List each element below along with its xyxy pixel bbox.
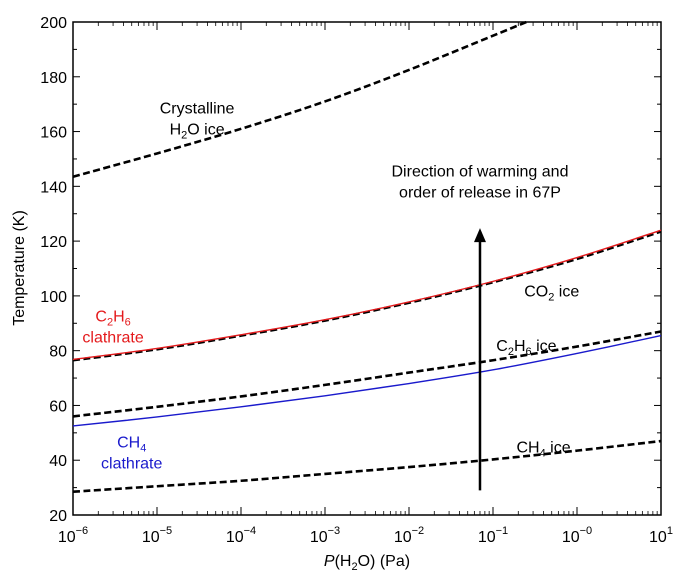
y-tick-label: 100 bbox=[40, 289, 67, 306]
label-ch4-ice-line-1: CH4 ice bbox=[517, 440, 571, 460]
x-axis-label: P(H2O) (Pa) bbox=[324, 553, 410, 573]
x-tick-label: 10−0 bbox=[562, 525, 592, 546]
label-h2o-ice-text: Crystalline bbox=[160, 100, 235, 117]
label-c2h6-ice-pre: C bbox=[496, 338, 508, 355]
x-tick-base: 10 bbox=[226, 529, 244, 546]
label-ch4-clathrate-pre: CH bbox=[117, 435, 140, 452]
x-tick-label: 101 bbox=[649, 525, 673, 546]
arrow-layer bbox=[473, 228, 486, 491]
y-axis-label: Temperature (K) bbox=[11, 210, 28, 326]
x-tick-base: 10 bbox=[310, 529, 328, 546]
x-tick-label: 10−4 bbox=[226, 525, 256, 546]
label-c2h6-ice-line-1: C2H6 ice bbox=[496, 338, 556, 358]
y-tick-label: 120 bbox=[40, 234, 67, 251]
x-tick-base: 10 bbox=[478, 529, 496, 546]
label-c2h6-clathrate-pre: C bbox=[95, 309, 107, 326]
label-c2h6-clathrate-sub: 2 bbox=[107, 317, 113, 329]
x-tick-exponent: −4 bbox=[244, 525, 257, 537]
label-ch4-clathrate-line-2: clathrate bbox=[101, 456, 162, 473]
warming-arrow-head bbox=[473, 228, 486, 243]
series-ch4-ice bbox=[72, 439, 662, 494]
label-warming-text: Direction of warming and bbox=[392, 163, 569, 180]
x-tick-base: 10 bbox=[142, 529, 160, 546]
x-tick-base: 10 bbox=[58, 529, 76, 546]
series-layer bbox=[72, 20, 662, 494]
x-tick-label: 10−5 bbox=[142, 525, 172, 546]
label-ch4-ice-pre: CH bbox=[517, 440, 540, 457]
label-c2h6-ice-post: ice bbox=[532, 338, 557, 355]
x-axis-label-main: P bbox=[324, 553, 335, 570]
label-c2h6-ice-mid: H bbox=[514, 338, 526, 355]
x-tick-exponent: −0 bbox=[580, 525, 593, 537]
x-axis-label-open: (H bbox=[335, 553, 352, 570]
x-tick-base: 10 bbox=[649, 529, 667, 546]
series-ch4-clathrate bbox=[72, 334, 662, 427]
y-tick-label: 60 bbox=[49, 398, 67, 415]
y-tick-label: 40 bbox=[49, 453, 67, 470]
label-warming-text: order of release in 67P bbox=[399, 184, 561, 201]
label-ch4-clathrate-line-1: CH4 bbox=[117, 435, 146, 455]
series-co2-ice bbox=[72, 230, 662, 362]
label-co2-ice-post: ice bbox=[554, 283, 579, 300]
x-tick-label: 10−3 bbox=[310, 525, 340, 546]
x-tick-base: 10 bbox=[394, 529, 412, 546]
label-h2o-ice-post: O ice bbox=[187, 121, 224, 138]
label-c2h6-clathrate-text: clathrate bbox=[82, 330, 143, 347]
series-c2h6-clathrate bbox=[72, 229, 662, 361]
x-tick-exponent: −2 bbox=[412, 525, 425, 537]
y-tick-label: 200 bbox=[40, 15, 67, 32]
label-ch4-ice-post: ice bbox=[546, 440, 571, 457]
x-tick-exponent: −5 bbox=[160, 525, 173, 537]
label-c2h6-clathrate-mid: H bbox=[113, 309, 125, 326]
label-c2h6-clathrate-line-2: clathrate bbox=[82, 330, 143, 347]
label-c2h6-ice-sub2: 6 bbox=[526, 346, 532, 358]
label-h2o-ice-line-2: H2O ice bbox=[170, 121, 225, 141]
x-tick-exponent: 1 bbox=[667, 525, 673, 537]
series-h2o-ice bbox=[72, 20, 527, 179]
label-h2o-ice-sub: 2 bbox=[181, 129, 187, 141]
y-tick-label: 80 bbox=[49, 344, 67, 361]
y-tick-label: 180 bbox=[40, 70, 67, 87]
label-warming-line-2: order of release in 67P bbox=[399, 184, 561, 201]
label-warming-line-1: Direction of warming and bbox=[392, 163, 569, 180]
series-c2h6-ice bbox=[72, 330, 662, 418]
label-co2-ice-sub: 2 bbox=[548, 291, 554, 303]
label-ch4-clathrate-sub: 4 bbox=[140, 443, 146, 455]
label-h2o-ice-pre: H bbox=[170, 121, 182, 138]
label-h2o-ice-line-1: Crystalline bbox=[160, 100, 235, 117]
x-tick-base: 10 bbox=[562, 529, 580, 546]
x-axis-label-sub: 2 bbox=[351, 561, 357, 573]
label-c2h6-clathrate-line-1: C2H6 bbox=[95, 309, 130, 329]
label-ch4-clathrate-text: clathrate bbox=[101, 456, 162, 473]
x-tick-exponent: −3 bbox=[328, 525, 341, 537]
x-tick-label: 10−6 bbox=[58, 525, 88, 546]
y-tick-label: 20 bbox=[49, 508, 67, 525]
plot-frame bbox=[72, 21, 662, 516]
label-c2h6-clathrate-sub2: 6 bbox=[125, 317, 131, 329]
x-axis-label-close: O) (Pa) bbox=[358, 553, 410, 570]
x-tick-exponent: −1 bbox=[496, 525, 509, 537]
label-co2-ice-pre: CO bbox=[524, 283, 548, 300]
label-c2h6-ice-sub: 2 bbox=[508, 346, 514, 358]
label-co2-ice-line-1: CO2 ice bbox=[524, 283, 579, 303]
x-tick-label: 10−2 bbox=[394, 525, 424, 546]
label-ch4-ice-sub: 4 bbox=[540, 448, 546, 460]
y-tick-label: 140 bbox=[40, 179, 67, 196]
x-tick-exponent: −6 bbox=[76, 525, 89, 537]
x-tick-label: 10−1 bbox=[478, 525, 508, 546]
y-tick-label: 160 bbox=[40, 125, 67, 142]
